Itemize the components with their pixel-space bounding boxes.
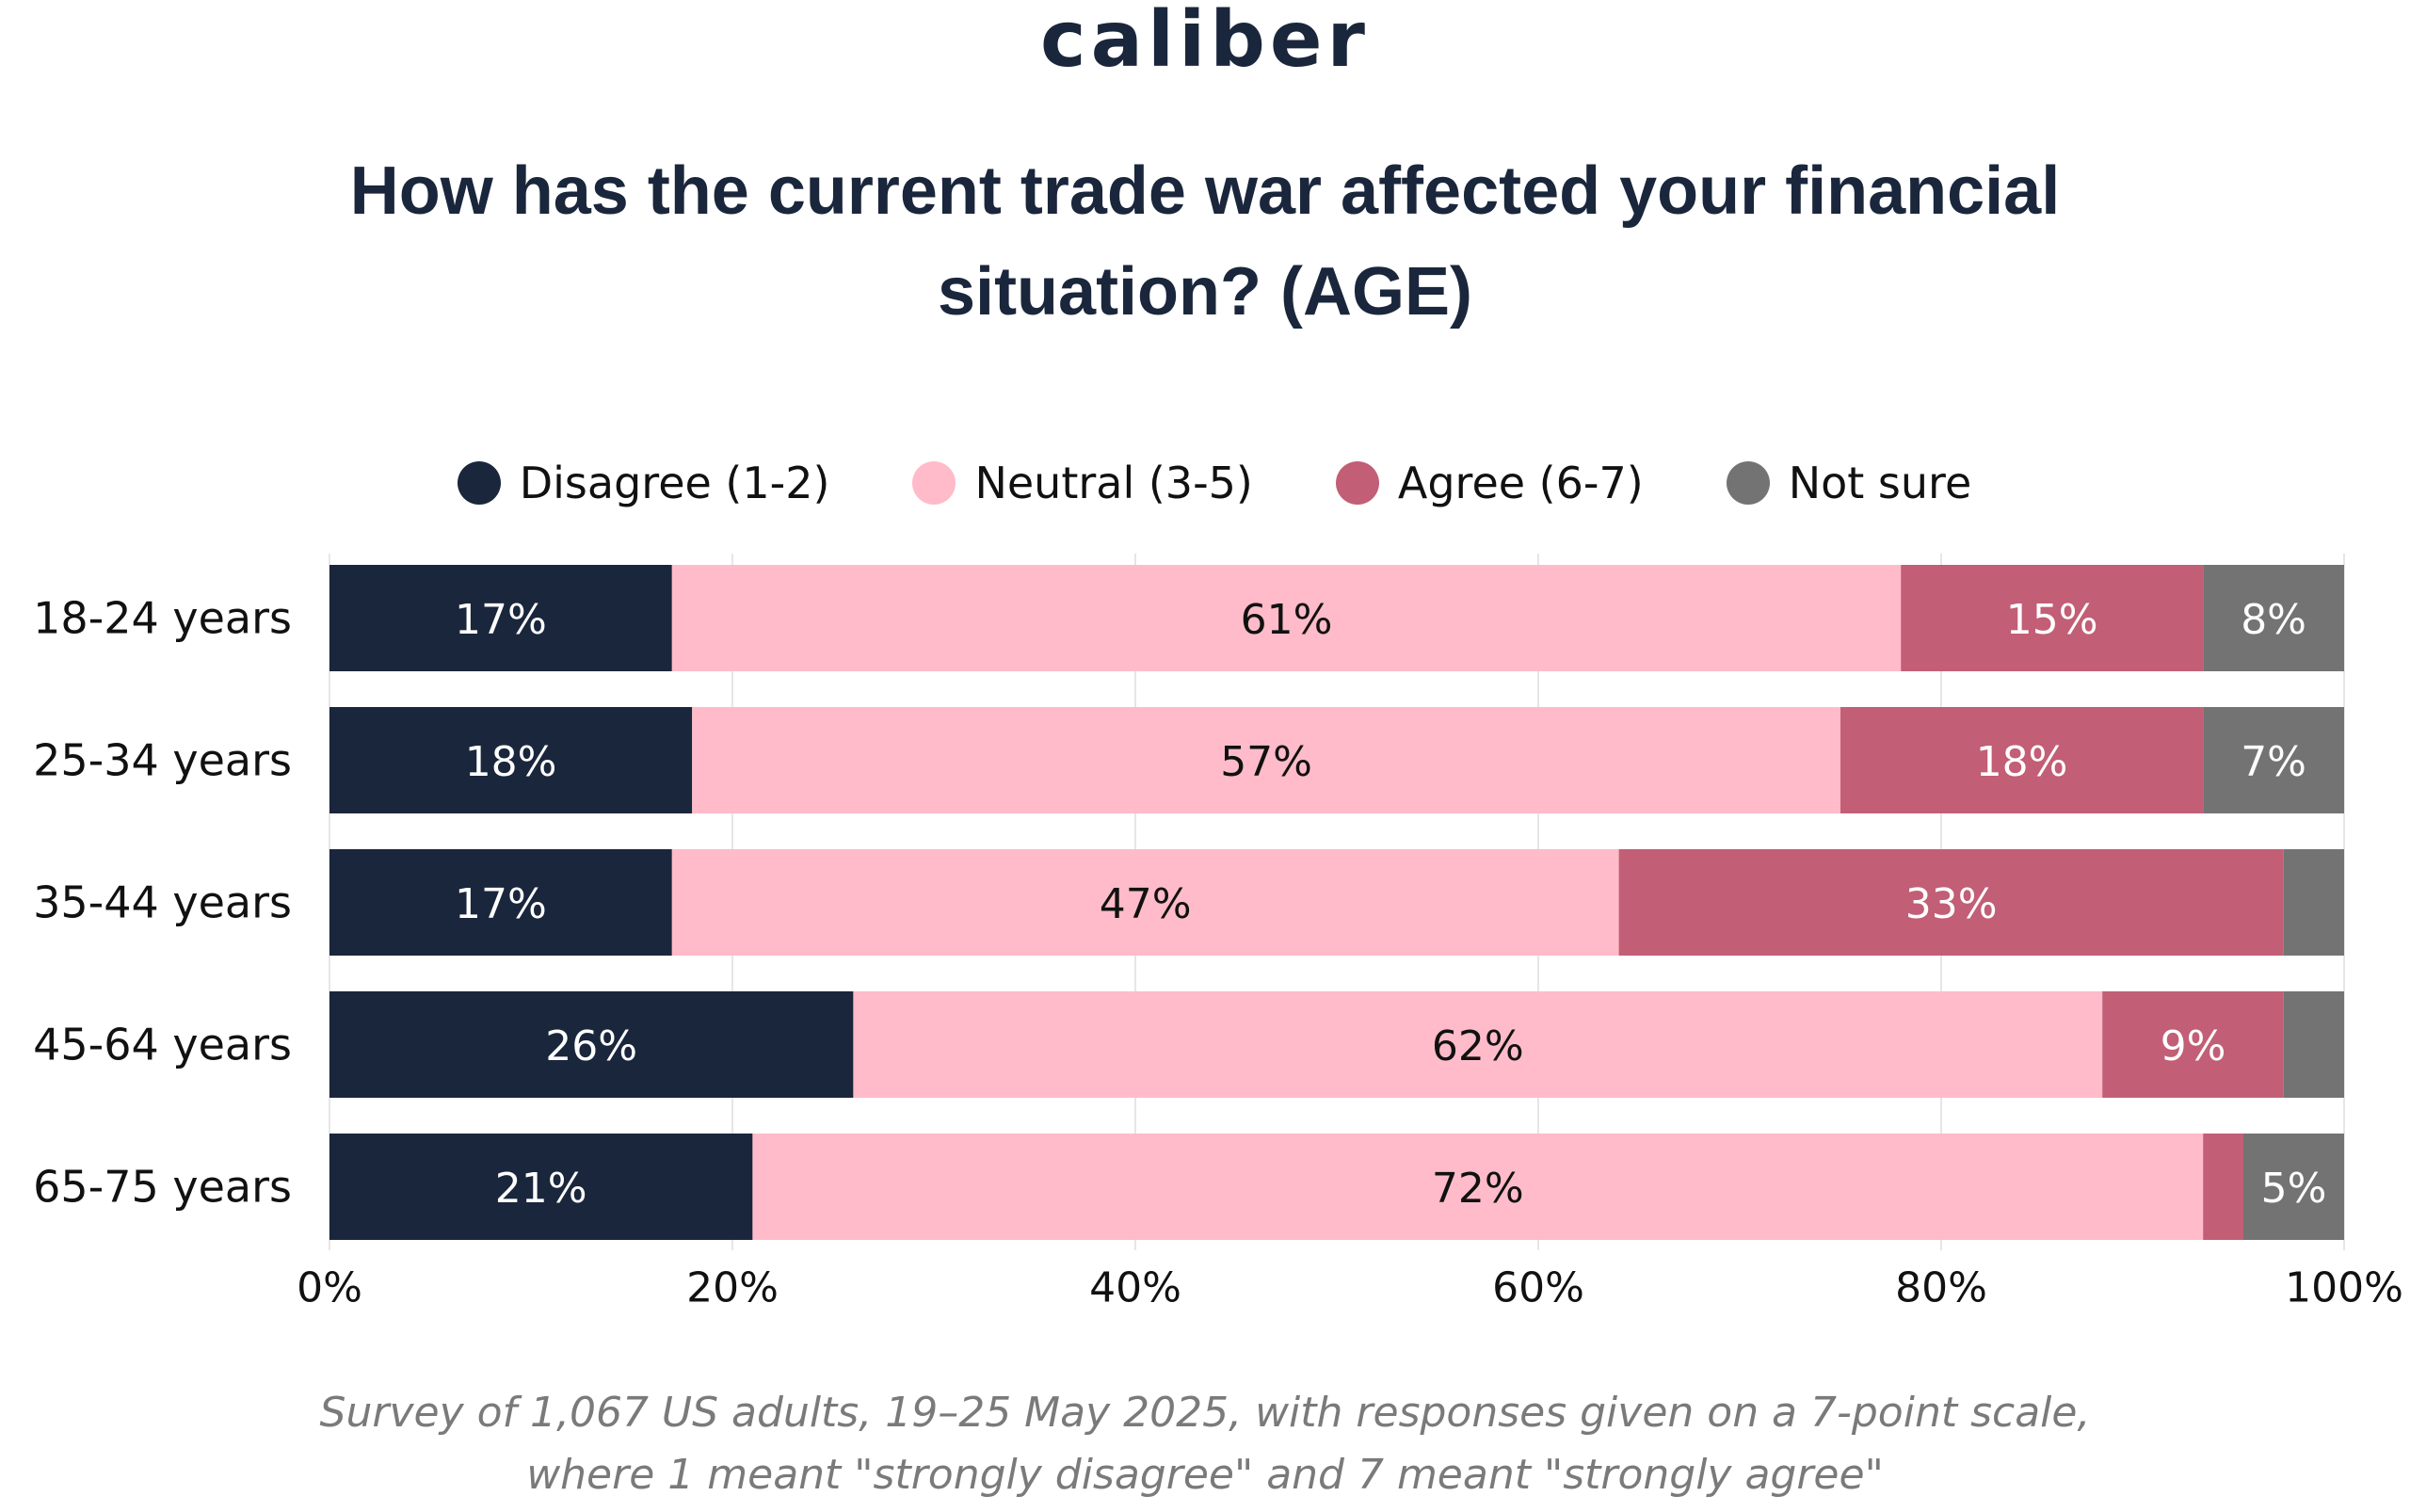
data-label: 9% xyxy=(2161,1022,2226,1070)
legend-label-not-sure: Not sure xyxy=(1788,458,1972,508)
bar-segment xyxy=(329,849,672,956)
category-label: 35-44 years xyxy=(33,877,292,928)
data-label: 26% xyxy=(545,1022,637,1070)
bar-segment xyxy=(2243,1134,2344,1240)
x-tick-label: 40% xyxy=(1089,1264,1181,1310)
survey-footnote: Survey of 1,067 US adults, 19–25 May 202… xyxy=(319,1389,2091,1499)
x-tick-label: 100% xyxy=(2285,1264,2403,1310)
bar-segment xyxy=(671,849,1619,956)
data-label: 17% xyxy=(455,596,547,644)
x-tick-label: 80% xyxy=(1895,1264,1987,1310)
legend-swatch-disagree xyxy=(457,461,501,505)
bar-segment xyxy=(752,1134,2204,1240)
bar-segment xyxy=(2102,991,2284,1098)
legend-label-agree: Agree (6-7) xyxy=(1397,458,1644,508)
data-label: 17% xyxy=(455,880,547,928)
data-label: 15% xyxy=(2006,596,2098,644)
x-tick-label: 20% xyxy=(686,1264,779,1310)
data-label: 21% xyxy=(495,1165,587,1213)
data-label: 62% xyxy=(1432,1022,1524,1070)
bar-segment xyxy=(1618,849,2284,956)
bar-segment xyxy=(853,991,2103,1098)
legend-item-disagree: Disagree (1-2) xyxy=(457,458,830,508)
data-label: 72% xyxy=(1432,1165,1524,1213)
bar-segment xyxy=(2283,991,2344,1098)
legend-item-agree: Agree (6-7) xyxy=(1335,458,1644,508)
bar-segment xyxy=(1840,707,2204,813)
legend-swatch-agree xyxy=(1335,461,1379,505)
data-label: 18% xyxy=(1976,738,2068,786)
bar-segment xyxy=(692,707,1841,813)
data-label: 18% xyxy=(465,738,557,786)
bar-segment xyxy=(1901,565,2204,671)
legend-swatch-neutral xyxy=(912,461,956,505)
bar-segment xyxy=(2203,1134,2243,1240)
legend-item-not-sure: Not sure xyxy=(1726,458,1972,508)
data-label: 7% xyxy=(2241,738,2306,786)
bar-segment xyxy=(329,991,854,1098)
data-label: 57% xyxy=(1220,738,1312,786)
legend-swatch-not-sure xyxy=(1726,461,1770,505)
bar-segment xyxy=(2203,707,2344,813)
brand-logo: caliber xyxy=(1040,0,1370,85)
category-label: 25-34 years xyxy=(33,735,292,786)
x-tick-label: 0% xyxy=(297,1264,362,1310)
bar-segment xyxy=(329,1134,753,1240)
bar-segment xyxy=(2283,849,2344,956)
bar-segment xyxy=(329,707,693,813)
x-tick-label: 60% xyxy=(1492,1264,1584,1310)
data-label: 5% xyxy=(2261,1165,2327,1213)
legend-label-neutral: Neutral (3-5) xyxy=(974,458,1253,508)
bar-segment xyxy=(671,565,1902,671)
data-label: 8% xyxy=(2241,596,2306,644)
chart-title: How has the current trade war affected y… xyxy=(349,153,2061,330)
data-label: 61% xyxy=(1241,596,1333,644)
legend-label-disagree: Disagree (1-2) xyxy=(519,458,830,508)
category-label: 65-75 years xyxy=(33,1162,292,1213)
bar-segment xyxy=(329,565,672,671)
bar-segment xyxy=(2203,565,2344,671)
category-label: 18-24 years xyxy=(33,593,292,644)
data-label: 33% xyxy=(1905,880,1998,928)
legend-item-neutral: Neutral (3-5) xyxy=(912,458,1253,508)
stacked-bar-chart: 18-24 years 17% 61% 15% 8% 25-34 years 18% 57% 1… xyxy=(33,554,2403,1310)
data-label: 47% xyxy=(1100,880,1192,928)
category-label: 45-64 years xyxy=(33,1020,292,1070)
chart-legend: Disagree (1-2) Neutral (3-5) Agree (6-7)… xyxy=(0,450,2410,516)
